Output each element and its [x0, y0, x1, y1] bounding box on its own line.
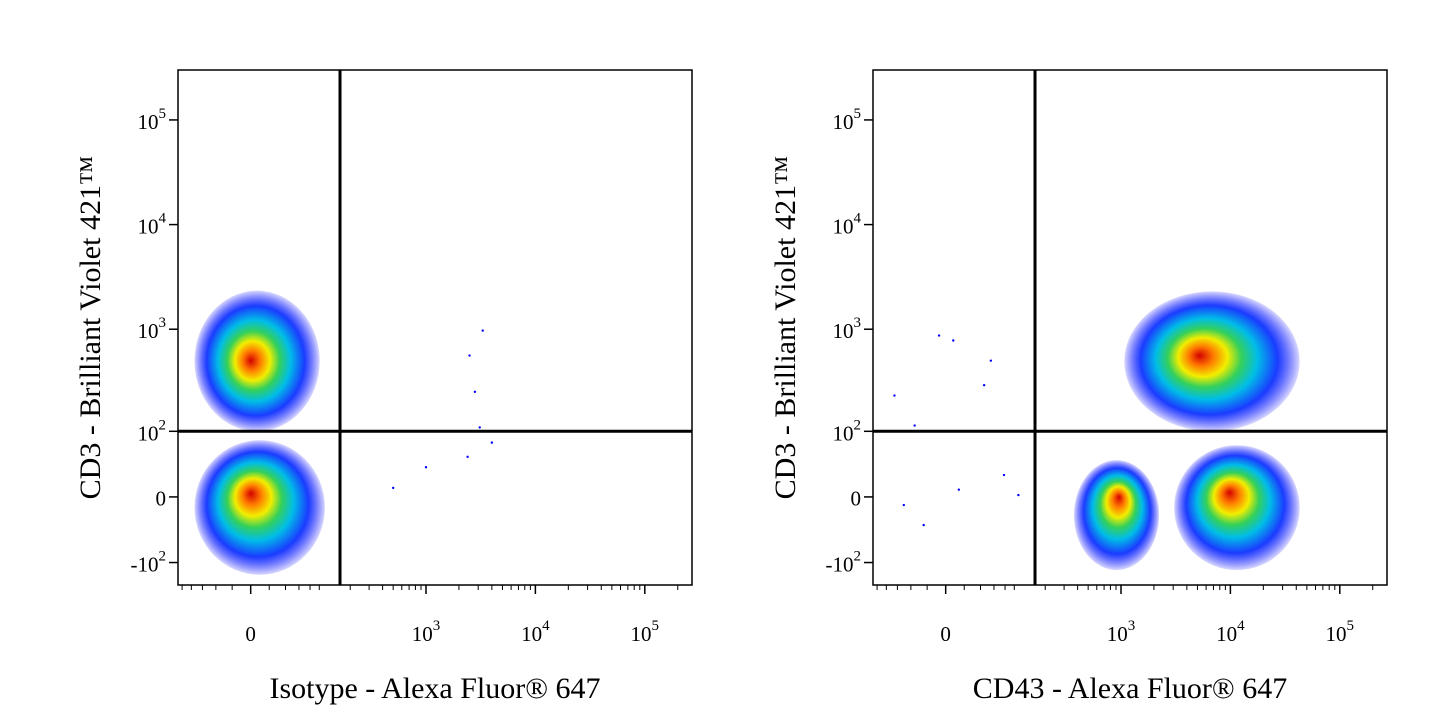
event: [952, 339, 955, 342]
tick-exponent: 5: [652, 618, 660, 634]
tick-label: 103: [138, 316, 167, 343]
event: [391, 486, 395, 490]
event: [481, 329, 484, 332]
tick-label: -102: [131, 549, 167, 576]
event: [490, 441, 494, 444]
population: [1073, 460, 1160, 571]
population: [1174, 445, 1300, 571]
tick-base: -10: [826, 552, 854, 576]
tick-label: 105: [1326, 618, 1355, 645]
tick-base: 10: [138, 421, 159, 445]
tick-exponent: 5: [159, 106, 167, 122]
tick-label: 0: [245, 622, 256, 646]
tick-exponent: 4: [542, 618, 550, 634]
event: [982, 383, 986, 387]
tick-label: -102: [826, 549, 862, 576]
tick-label: 105: [833, 106, 862, 133]
tick-label: 0: [940, 622, 951, 646]
tick-base: 10: [833, 214, 854, 238]
tick-label: 104: [833, 211, 862, 238]
tick-exponent: 2: [854, 418, 862, 434]
tick-base: 10: [412, 622, 433, 646]
tick-base: 10: [521, 622, 542, 646]
tick-exponent: 2: [159, 418, 167, 434]
event: [937, 334, 941, 337]
x-axis-title: Isotype - Alexa Fluor® 647: [269, 672, 600, 705]
event: [473, 390, 477, 394]
event: [913, 424, 916, 427]
tick-exponent: 5: [854, 106, 862, 122]
event: [468, 354, 471, 357]
tick-base: 10: [833, 319, 854, 343]
tick-exponent: 3: [854, 316, 862, 332]
tick-label: 104: [1216, 618, 1245, 645]
event: [424, 466, 428, 469]
plot-frame: [872, 69, 1388, 586]
tick-exponent: 3: [159, 316, 167, 332]
plot-frame: [177, 69, 693, 586]
tick-label: 102: [138, 418, 167, 445]
tick-label: 0: [851, 487, 862, 511]
population: [1124, 291, 1300, 432]
event: [893, 394, 896, 397]
tick-base: 10: [833, 110, 854, 134]
tick-base: 10: [138, 214, 159, 238]
tick-base: 10: [833, 421, 854, 445]
tick-exponent: 4: [1237, 618, 1245, 634]
tick-base: 10: [138, 110, 159, 134]
tick-label: 103: [412, 618, 441, 645]
tick-base: 10: [138, 319, 159, 343]
event: [478, 426, 481, 429]
y-axis-title: CD3 - Brilliant Violet 421™: [74, 156, 107, 500]
event: [902, 503, 906, 507]
population: [194, 440, 325, 575]
y-axis-title: CD3 - Brilliant Violet 421™: [769, 156, 802, 500]
event: [957, 488, 961, 491]
tick-exponent: 2: [159, 549, 167, 565]
tick-exponent: 3: [1128, 618, 1136, 634]
tick-exponent: 2: [854, 549, 862, 565]
tick-exponent: 3: [433, 618, 441, 634]
event: [989, 359, 993, 362]
x-axis-title: CD43 - Alexa Fluor® 647: [973, 672, 1287, 705]
tick-label: 102: [833, 418, 862, 445]
event: [1017, 493, 1020, 497]
tick-label: 0: [156, 487, 167, 511]
tick-base: 10: [631, 622, 652, 646]
population: [194, 290, 320, 432]
event: [922, 523, 925, 527]
tick-exponent: 5: [1347, 618, 1355, 634]
tick-label: 105: [138, 106, 167, 133]
tick-exponent: 4: [159, 211, 167, 227]
tick-base: -10: [131, 552, 159, 576]
tick-base: 10: [1216, 622, 1237, 646]
event: [1002, 473, 1006, 477]
tick-base: 10: [1107, 622, 1128, 646]
event: [466, 455, 469, 459]
tick-label: 104: [521, 618, 550, 645]
tick-exponent: 4: [854, 211, 862, 227]
tick-label: 103: [1107, 618, 1136, 645]
tick-label: 103: [833, 316, 862, 343]
tick-label: 105: [631, 618, 660, 645]
tick-label: 104: [138, 211, 167, 238]
tick-base: 10: [1326, 622, 1347, 646]
